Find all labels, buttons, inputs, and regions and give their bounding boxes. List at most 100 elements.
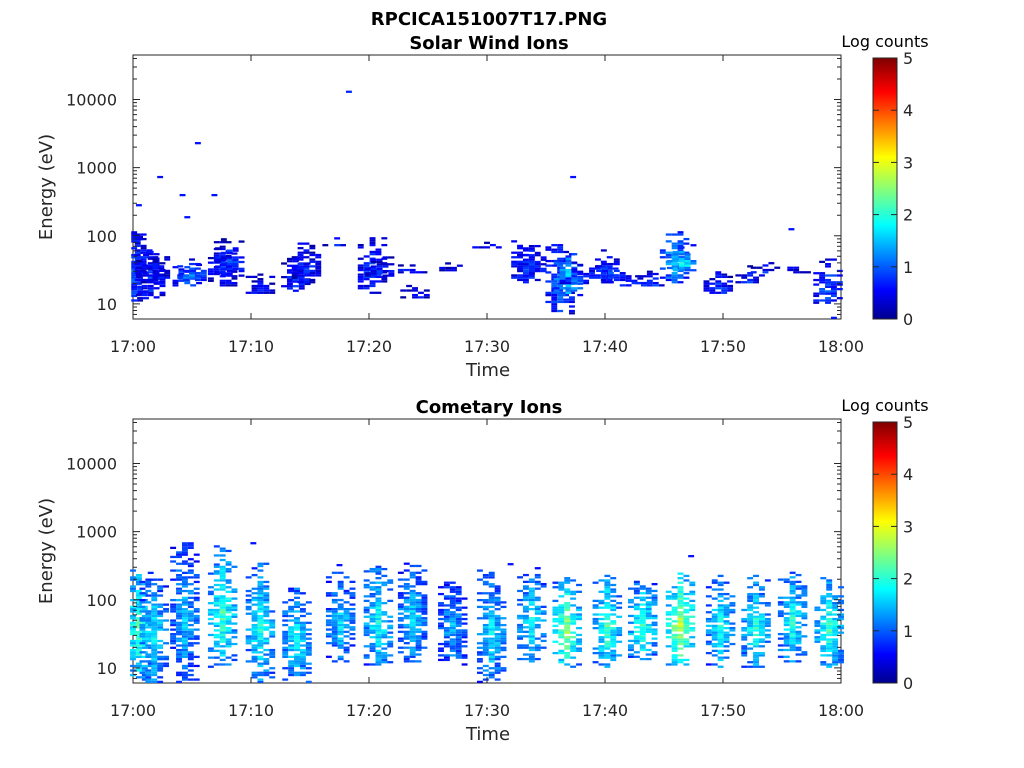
heatmap-cell (219, 629, 226, 632)
heatmap-cell (181, 560, 188, 563)
heatmap-cell (363, 654, 370, 657)
heatmap-cell (826, 638, 833, 641)
heatmap-cell (783, 605, 790, 608)
heatmap-cell (269, 291, 276, 294)
heatmap-cell (232, 263, 239, 266)
heatmap-cell (777, 637, 784, 640)
heatmap-cell (137, 287, 144, 291)
heatmap-cell (612, 267, 619, 270)
heatmap-cell (225, 561, 232, 564)
heatmap-cell (251, 673, 258, 677)
heatmap-cell (753, 640, 759, 643)
heatmap-cell (211, 193, 218, 197)
heatmap-cell (288, 644, 295, 647)
heatmap-cell (683, 242, 690, 245)
heatmap-cell (602, 269, 608, 273)
heatmap-cell (645, 617, 652, 620)
heatmap-cell (181, 608, 188, 611)
heatmap-cell (257, 576, 264, 579)
heatmap-cell (577, 277, 584, 280)
heatmap-cell (783, 648, 790, 652)
heatmap-cell (715, 273, 722, 276)
heatmap-cell (455, 599, 462, 603)
heatmap-cell (488, 621, 495, 624)
heatmap-cell (610, 633, 617, 637)
heatmap-cell (517, 637, 523, 640)
heatmap-cell (263, 594, 270, 597)
heatmap-cell (219, 638, 226, 641)
heatmap-cell (500, 667, 507, 670)
heatmap-cell (131, 285, 138, 288)
heatmap-cell (741, 281, 748, 284)
heatmap-cell (213, 599, 220, 603)
heatmap-cell (689, 627, 696, 630)
heatmap-cell (461, 663, 468, 666)
heatmap-cell (753, 581, 759, 584)
heatmap-cell (281, 262, 287, 265)
heatmap-cell (576, 617, 582, 621)
heatmap-cell (565, 289, 572, 292)
heatmap-cell (753, 595, 759, 598)
heatmap-cell (421, 637, 428, 640)
heatmap-cell (207, 261, 214, 264)
heatmap-cell (729, 611, 736, 614)
heatmap-cell (219, 602, 226, 605)
heatmap-cell (494, 587, 501, 590)
heatmap-cell (559, 293, 566, 297)
heatmap-cell (600, 272, 607, 275)
heatmap-cell (303, 267, 310, 270)
heatmap-cell (522, 573, 529, 577)
heatmap-cell (294, 633, 300, 636)
heatmap-cell (534, 254, 541, 257)
heatmap-cell (758, 592, 765, 596)
heatmap-cell (140, 247, 147, 250)
heatmap-cell (381, 574, 388, 578)
heatmap-cell (633, 580, 640, 584)
heatmap-cell (140, 269, 147, 273)
heatmap-cell (476, 680, 483, 683)
heatmap-cell (723, 656, 730, 659)
heatmap-cell (801, 635, 808, 638)
heatmap-cell (288, 660, 295, 663)
heatmap-cell (820, 597, 827, 600)
heatmap-cell (369, 606, 376, 609)
heatmap-cell (376, 260, 383, 264)
heatmap-cell (461, 636, 468, 639)
heatmap-cell (558, 604, 565, 607)
heatmap-cell (589, 267, 595, 270)
heatmap-cell (534, 573, 541, 577)
heatmap-cell (671, 647, 678, 650)
heatmap-cell (783, 580, 790, 584)
heatmap-cell (522, 249, 529, 252)
heatmap-cell (135, 610, 142, 613)
heatmap-cell (157, 612, 164, 615)
heatmap-cell (145, 635, 152, 638)
heatmap-cell (528, 598, 535, 602)
heatmap-cell (665, 624, 672, 628)
heatmap-cell (170, 646, 177, 649)
heatmap-cell (789, 637, 796, 640)
heatmap-cell (305, 646, 312, 649)
heatmap-cell (131, 265, 138, 268)
heatmap-cell (534, 269, 541, 273)
heatmap-cell (592, 661, 599, 664)
colorbar-tick-label: 0 (903, 674, 913, 693)
heatmap-cell (832, 622, 839, 625)
heatmap-cell (130, 633, 136, 636)
heatmap-cell (157, 587, 164, 590)
heatmap-cell (598, 579, 605, 582)
heatmap-cell (337, 628, 344, 631)
heatmap-cell (455, 617, 462, 621)
heatmap-cell (200, 274, 207, 277)
heatmap-cell (139, 610, 146, 613)
heatmap-cell (147, 268, 154, 272)
heatmap-cell (678, 253, 685, 256)
heatmap-cell (604, 640, 611, 643)
heatmap-cell (511, 260, 518, 263)
heatmap-cell (528, 619, 535, 622)
heatmap-cell (187, 564, 194, 568)
heatmap-cell (830, 283, 837, 286)
heatmap-cell (299, 603, 306, 606)
heatmap-cell (282, 646, 289, 649)
heatmap-cell (387, 654, 394, 657)
